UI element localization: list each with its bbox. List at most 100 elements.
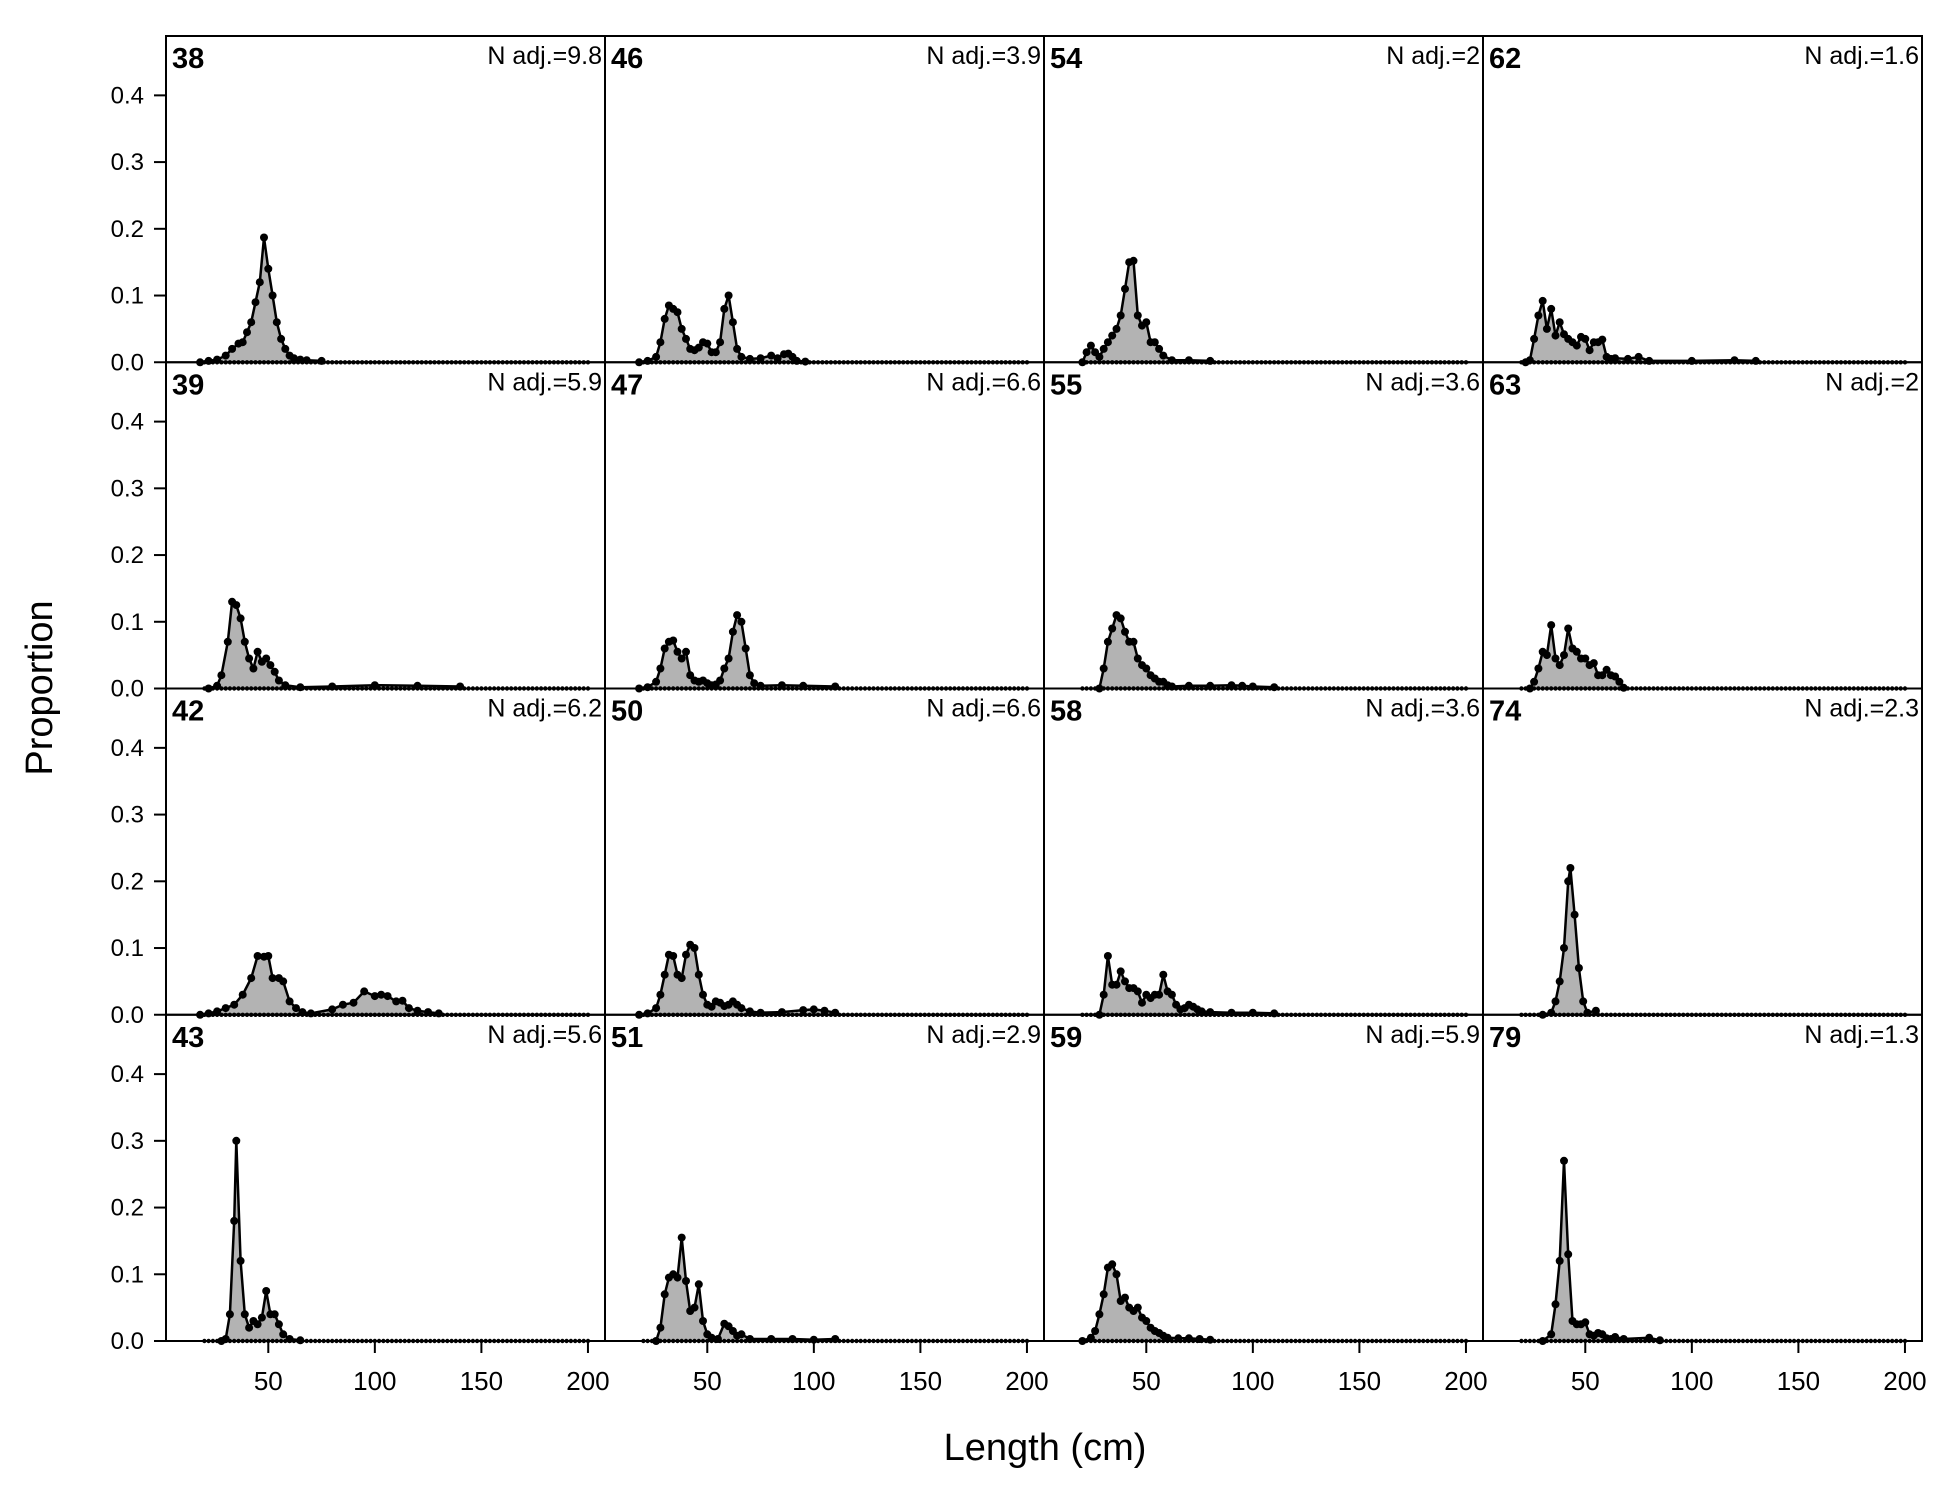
n-adj-label: N adj.=2 [1386,42,1480,70]
data-point [1138,998,1146,1007]
data-point [741,644,750,653]
panel-43: 43 N adj.=5.6 [165,1013,606,1345]
x-tick-label: 50 [254,1366,283,1396]
panel-label: 38 [172,43,204,75]
data-point [1129,256,1138,265]
panel-54: 54 N adj.=2 [1043,35,1484,367]
data-point [1142,318,1151,327]
data-point [1560,651,1568,660]
data-point [1155,344,1164,353]
n-adj-label: N adj.=6.6 [926,368,1041,396]
data-point [682,1277,690,1285]
data-point [1116,614,1125,623]
data-point [643,683,652,692]
data-point [245,654,254,663]
panel-frame [165,687,606,1016]
data-point [1112,980,1121,989]
data-point [673,308,682,317]
data-point [1551,654,1560,663]
panel-frame [1043,35,1484,364]
data-point [1585,346,1594,355]
data-point [767,351,776,360]
panel-label: 59 [1050,1022,1082,1054]
data-point [230,1216,239,1225]
data-point [264,952,273,960]
y-tick-label: 0.4 [111,82,144,109]
data-point [1598,671,1607,680]
data-point [690,1303,699,1312]
panel-46: 46 N adj.=3.9 [604,35,1045,367]
data-point [260,233,268,242]
area-fill [221,1140,301,1341]
data-point [733,344,742,353]
x-tick-label: 50 [693,1366,722,1396]
n-adj-label: N adj.=2.9 [926,1021,1041,1049]
data-point [1611,354,1620,363]
x-tick-label: 200 [1444,1366,1487,1396]
n-adj-label: N adj.=3.6 [1365,368,1480,396]
data-point [1598,335,1607,344]
panel-74: 74 N adj.=2.3 [1482,687,1923,1019]
data-point [383,992,392,1001]
data-point [1086,341,1095,350]
data-point [1623,354,1632,363]
data-point [1602,665,1611,674]
data-point [257,1313,266,1322]
panel-grid: 38 N adj.=9.8 39 N adj.=5.9 42 N adj.=6.2 43 N … [165,35,1923,1345]
axes: 0.0 0.1 0.2 0.3 0.4 0.0 0.1 0.2 0.3 0.4 0.0 0.1 0.2 0… [111,82,1927,1396]
area-fill [200,956,439,1015]
data-point [1095,1310,1104,1319]
data-point [750,679,759,688]
data-point [274,676,283,685]
data-point [643,356,652,365]
panel-frame [1482,35,1923,364]
data-point [1634,352,1643,361]
data-point [1108,624,1117,633]
data-point [1560,944,1568,952]
y-tick-label: 0.4 [111,409,144,436]
x-tick-label: 50 [1132,1366,1161,1396]
y-tick-label: 0.2 [111,542,144,569]
series-line [208,599,461,690]
data-point [1564,877,1573,886]
data-point [694,343,703,352]
area-fill [639,615,836,689]
data-point [716,676,725,685]
panel-frame [1482,687,1923,1016]
y-tick-label: 0.0 [111,1002,144,1029]
data-point [745,354,754,363]
data-point [656,1323,665,1332]
data-point [777,681,786,690]
data-point [1133,311,1142,320]
data-point [1270,1009,1279,1018]
panel-label: 50 [611,696,643,728]
data-point [1227,681,1236,690]
data-point [1547,304,1556,313]
x-tick-label: 200 [1883,1366,1926,1396]
data-point [720,304,729,313]
data-point [669,952,678,960]
x-tick-label: 150 [460,1366,503,1396]
data-point [1270,683,1279,692]
data-point [643,1009,652,1018]
panel-label: 47 [611,369,643,401]
data-point [656,990,665,999]
panel-label: 54 [1050,43,1082,75]
n-adj-label: N adj.=2.3 [1804,695,1919,723]
data-point [1133,654,1142,663]
data-point [1530,677,1539,686]
data-point [1142,1317,1151,1325]
data-point [699,1317,707,1325]
data-point [1538,296,1547,305]
area-fill [1082,1264,1211,1341]
data-point [285,997,294,1006]
data-point [279,1330,288,1339]
data-point [809,1005,818,1014]
data-point [677,654,686,663]
y-tick-label: 0.1 [111,283,144,310]
data-point [1555,318,1564,327]
n-adj-label: N adj.=6.6 [926,695,1041,723]
n-adj-label: N adj.=1.3 [1804,1021,1919,1049]
data-point [240,1310,249,1319]
data-point [1086,1333,1095,1342]
